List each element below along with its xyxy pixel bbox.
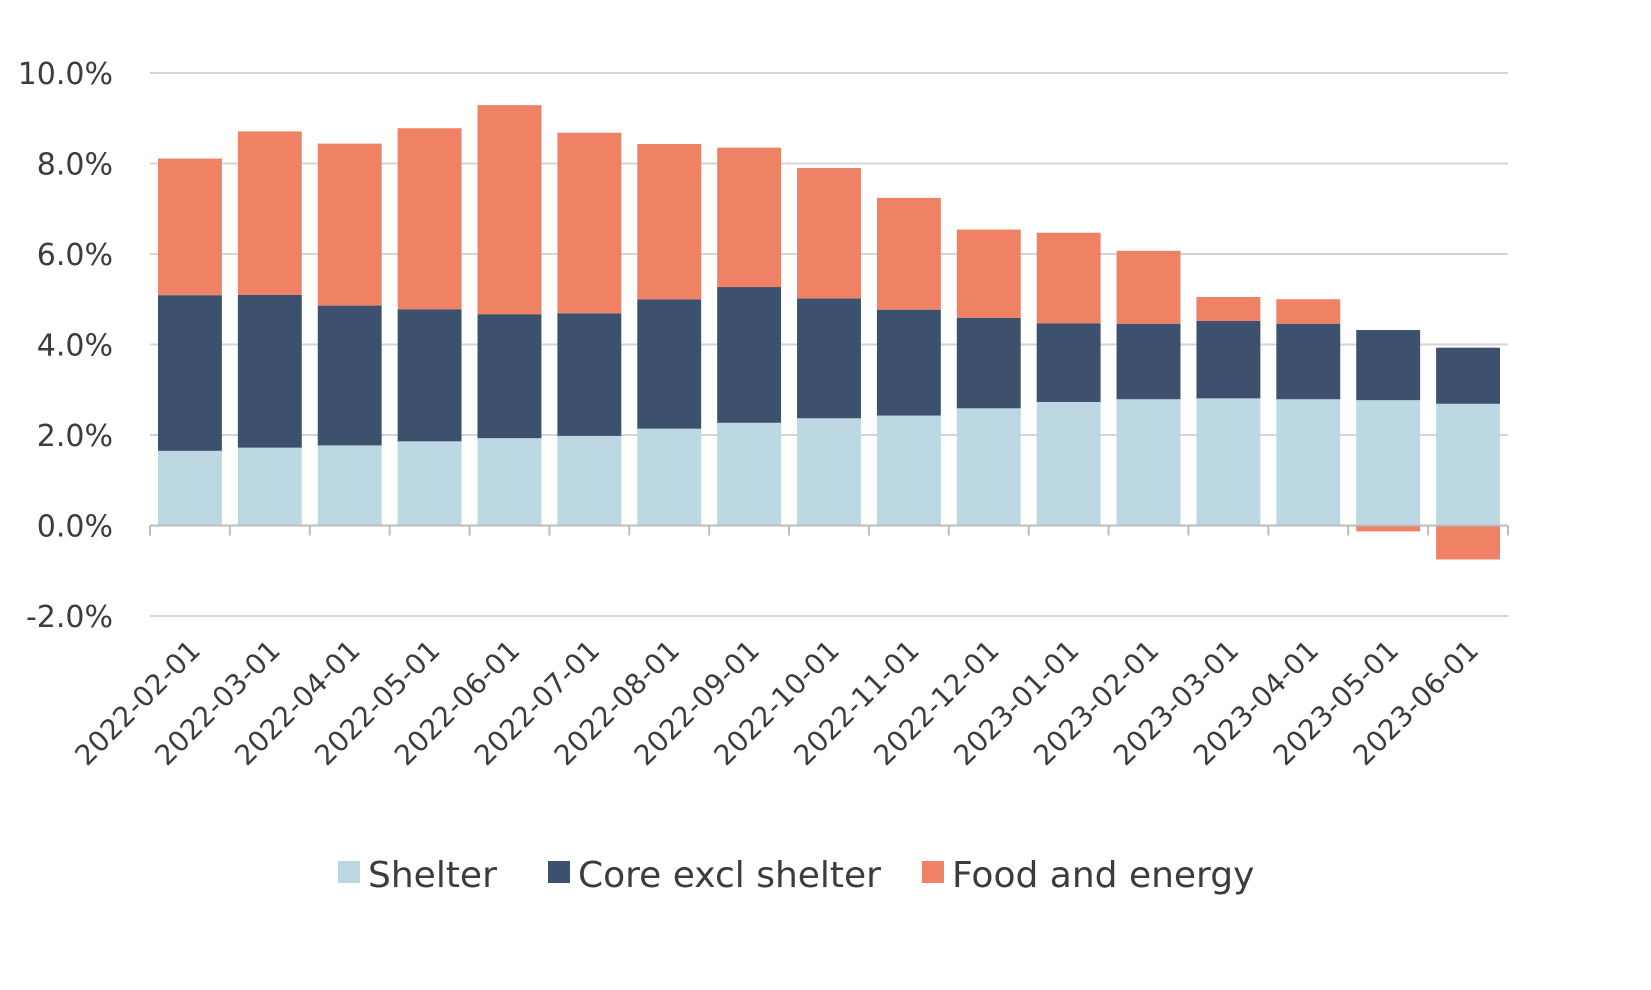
y-tick-label: 4.0%: [37, 329, 113, 364]
bar-segment: [1276, 299, 1341, 324]
legend: Shelter Core excl shelter Food and energy: [338, 855, 1254, 896]
bar-segment: [1036, 232, 1101, 324]
bar-segment: [1276, 399, 1341, 526]
bar-segment: [797, 418, 861, 526]
bar-segment: [317, 445, 382, 526]
bar-segment: [717, 422, 782, 526]
bar-segment: [317, 305, 382, 446]
bar-segment: [397, 128, 462, 310]
bar-segment: [477, 438, 542, 526]
y-axis-tick-labels: -2.0% 0.0% 2.0% 4.0% 6.0% 8.0% 10.0%: [18, 57, 113, 635]
x-axis-tick-labels: 2022-02-012022-03-012022-04-012022-05-01…: [68, 634, 1485, 772]
bar-segment: [717, 147, 782, 288]
bar-segment: [876, 415, 941, 526]
bar-segment: [717, 287, 782, 423]
bar-segment: [237, 447, 302, 526]
bar-segment: [1116, 323, 1181, 400]
bar-segment: [1356, 525, 1421, 532]
bar-segment: [557, 132, 622, 314]
bar-segment: [157, 158, 222, 296]
bar-segment: [1436, 525, 1501, 560]
bar-segment: [637, 428, 702, 526]
bar-segment: [797, 168, 861, 299]
y-tick-label: 10.0%: [18, 57, 113, 92]
bar-segment: [1116, 399, 1181, 526]
bar-segment: [1196, 320, 1261, 399]
bar-segment: [1036, 401, 1101, 526]
bar-segment: [1036, 323, 1101, 402]
bar-segment: [797, 298, 861, 419]
bar-segment: [237, 294, 302, 448]
bar-segment: [477, 314, 542, 439]
bar-segment: [876, 309, 941, 416]
legend-label: Food and energy: [952, 855, 1254, 896]
legend-label: Core excl shelter: [578, 855, 881, 896]
bar-segment: [317, 143, 382, 306]
legend-swatch: [922, 861, 944, 883]
bar-segment: [637, 144, 702, 300]
bar-segment: [157, 450, 222, 526]
y-tick-label: 2.0%: [37, 419, 113, 454]
bar-segment: [956, 317, 1021, 409]
legend-swatch: [548, 861, 570, 883]
bar-segment: [397, 309, 462, 442]
bar-segment: [956, 229, 1021, 318]
y-tick-label: 8.0%: [37, 148, 113, 183]
bar-segment: [557, 313, 622, 436]
legend-swatch: [338, 861, 360, 883]
bars: [157, 105, 1501, 560]
legend-label: Shelter: [368, 855, 497, 896]
x-axis: [149, 524, 1509, 536]
bar-segment: [477, 105, 542, 315]
bar-segment: [1196, 398, 1261, 526]
bar-segment: [237, 131, 302, 295]
bar-segment: [876, 197, 941, 310]
bar-segment: [956, 408, 1021, 526]
bar-segment: [157, 295, 222, 451]
bar-segment: [1356, 400, 1421, 526]
bar-segment: [1356, 330, 1421, 401]
bar-segment: [1436, 347, 1501, 404]
bar-segment: [1276, 323, 1341, 400]
bar-segment: [637, 299, 702, 429]
bar-segment: [397, 441, 462, 526]
bar-segment: [1436, 403, 1501, 526]
bar-segment: [1196, 296, 1261, 321]
y-tick-label: -2.0%: [26, 600, 113, 635]
bar-segment: [557, 435, 622, 526]
y-tick-label: 0.0%: [37, 510, 113, 545]
bar-segment: [1116, 250, 1181, 324]
y-tick-label: 6.0%: [37, 238, 113, 273]
